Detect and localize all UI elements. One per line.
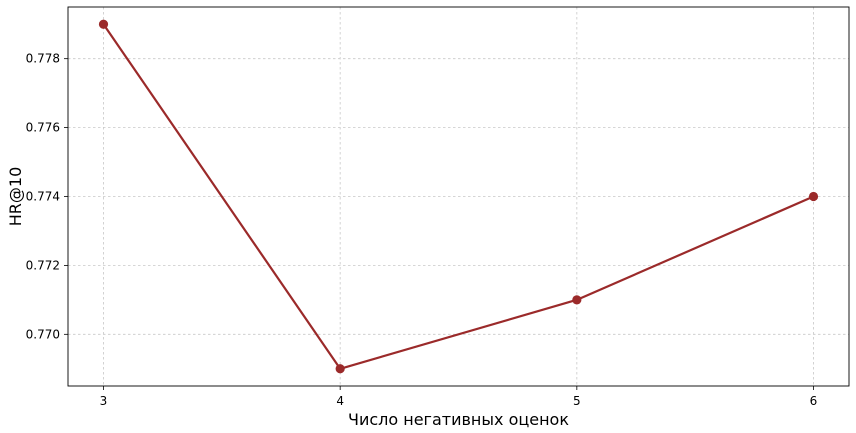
ticks: 3 4 5 6 0.770 0.772 0.774 0.776 0.778 <box>26 52 818 408</box>
data-point <box>98 19 109 29</box>
y-tick-label: 0.778 <box>26 52 60 66</box>
y-tick-label: 0.776 <box>26 121 60 135</box>
data-point <box>572 295 582 305</box>
series-layer <box>98 19 819 374</box>
x-axis-label: Число негативных оценок <box>348 410 569 429</box>
series-line <box>102 23 814 370</box>
y-tick-label: 0.774 <box>26 190 60 204</box>
y-axis-label: HR@10 <box>6 167 25 227</box>
data-point <box>335 364 345 374</box>
x-tick-label: 5 <box>573 394 581 408</box>
y-tick-label: 0.770 <box>26 327 60 341</box>
y-tick-label: 0.772 <box>26 258 60 272</box>
x-tick-label: 4 <box>336 394 344 408</box>
x-tick-label: 3 <box>100 394 108 408</box>
x-tick-label: 6 <box>810 394 818 408</box>
grid <box>68 7 849 386</box>
data-point <box>808 191 819 202</box>
